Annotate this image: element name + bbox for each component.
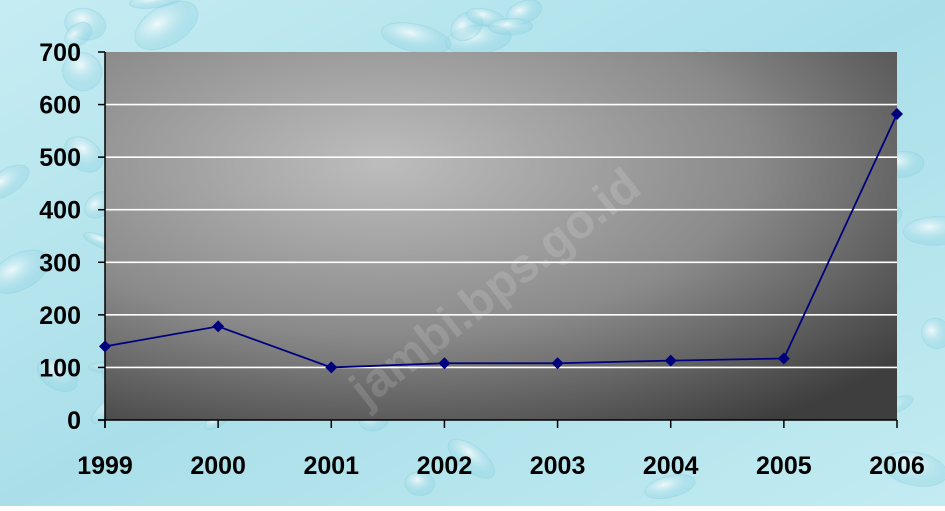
y-tick-label: 500 bbox=[39, 144, 81, 172]
droplet bbox=[447, 438, 496, 479]
droplet bbox=[380, 22, 452, 55]
data-point-2005 bbox=[777, 352, 790, 365]
droplet bbox=[921, 317, 945, 350]
droplet bbox=[64, 21, 93, 48]
droplet bbox=[0, 164, 30, 200]
y-tick-label: 200 bbox=[39, 302, 81, 330]
droplet bbox=[63, 136, 104, 173]
droplet bbox=[488, 17, 534, 36]
x-axis-tick-labels: 1999 2000 2001 2002 2003 2004 2005 2006 bbox=[77, 452, 925, 480]
x-tick-label: 2006 bbox=[869, 452, 925, 480]
plot-area bbox=[105, 52, 897, 420]
y-tick-label: 400 bbox=[39, 197, 81, 225]
droplet bbox=[62, 52, 103, 92]
data-point-2002 bbox=[438, 357, 451, 370]
data-point-2004 bbox=[664, 354, 677, 367]
droplet bbox=[134, 0, 199, 51]
droplet bbox=[644, 474, 696, 500]
axes bbox=[98, 51, 898, 428]
x-tick-label: 2002 bbox=[417, 452, 473, 480]
y-tick-label: 100 bbox=[39, 354, 81, 382]
droplet bbox=[902, 216, 945, 246]
droplet bbox=[0, 249, 50, 294]
data-point-2000 bbox=[212, 320, 225, 333]
series-line bbox=[104, 113, 898, 369]
droplet bbox=[36, 358, 78, 393]
gridlines bbox=[105, 103, 897, 369]
y-tick-label: 300 bbox=[39, 249, 81, 277]
data-point-2001 bbox=[325, 361, 338, 374]
droplet bbox=[882, 451, 945, 487]
x-tick-label: 2003 bbox=[530, 452, 586, 480]
droplet bbox=[129, 0, 183, 9]
y-tick-label: 600 bbox=[39, 92, 81, 120]
data-point-2003 bbox=[551, 357, 564, 370]
x-tick-label: 2000 bbox=[190, 452, 246, 480]
x-tick-label: 2005 bbox=[756, 452, 812, 480]
y-tick-label: 0 bbox=[67, 407, 81, 435]
series bbox=[99, 108, 903, 374]
x-tick-label: 2001 bbox=[303, 452, 359, 480]
y-axis-tick-labels: 0 100 200 300 400 500 600 700 bbox=[39, 39, 81, 435]
data-point-2006 bbox=[891, 108, 903, 121]
droplet bbox=[404, 471, 436, 496]
x-tick-label: 1999 bbox=[77, 452, 133, 480]
data-point-1999 bbox=[99, 340, 111, 353]
x-tick-label: 2004 bbox=[643, 452, 699, 480]
y-tick-label: 700 bbox=[39, 39, 81, 67]
